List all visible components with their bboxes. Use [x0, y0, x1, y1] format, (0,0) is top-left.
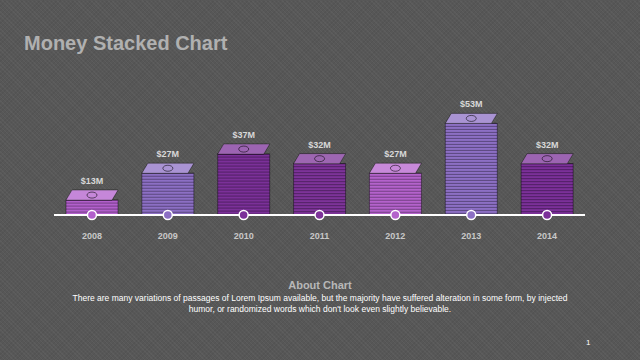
- svg-text:$27M: $27M: [384, 149, 407, 159]
- html-text:There are many variations of p: There are many variations of passages of…: [72, 293, 568, 314]
- svg-text:$37M: $37M: [232, 130, 255, 140]
- svg-text:$13M: $13M: [81, 176, 104, 186]
- svg-text:$32M: $32M: [536, 140, 559, 150]
- svg-text:2014: 2014: [537, 231, 557, 241]
- svg-text:2010: 2010: [234, 231, 254, 241]
- svg-text:$27M: $27M: [157, 149, 180, 159]
- svg-text:$32M: $32M: [308, 140, 331, 150]
- html-text:About Chart: About Chart: [288, 279, 352, 291]
- svg-text:2012: 2012: [385, 231, 405, 241]
- svg-text:2013: 2013: [461, 231, 481, 241]
- svg-text:$53M: $53M: [460, 99, 483, 109]
- svg-text:2011: 2011: [310, 231, 330, 241]
- svg-text:2009: 2009: [158, 231, 178, 241]
- html-text:1: 1: [586, 338, 591, 347]
- svg-text:2008: 2008: [82, 231, 102, 241]
- html-text:Money Stacked Chart: Money Stacked Chart: [24, 32, 228, 54]
